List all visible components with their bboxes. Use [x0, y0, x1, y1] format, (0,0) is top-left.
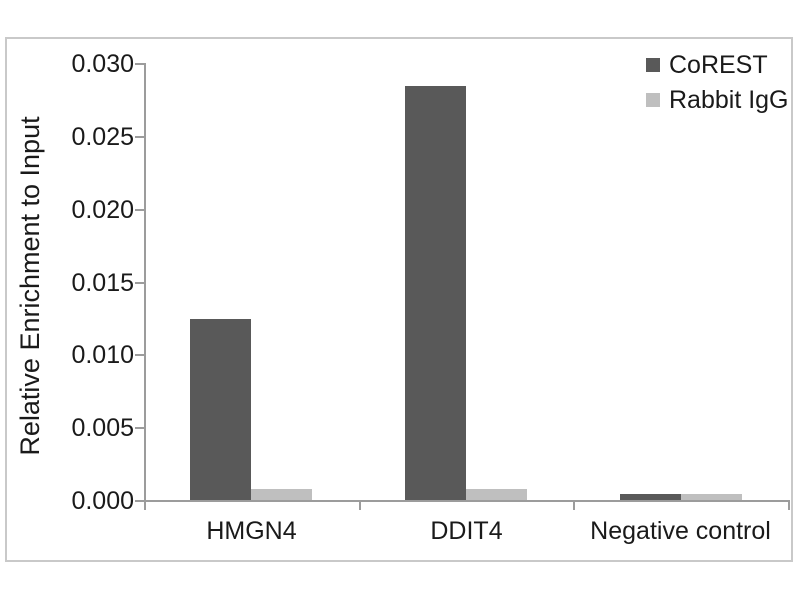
y-tick-mark	[135, 63, 145, 65]
y-axis-title: Relative Enrichment to Input	[15, 116, 45, 456]
x-tick-mark	[788, 502, 790, 510]
y-tick-mark	[135, 427, 145, 429]
y-tick-label: 0.015	[71, 269, 134, 297]
x-tick-mark	[573, 502, 575, 510]
legend-entry-rabbit-igg: Rabbit IgG	[646, 87, 789, 113]
y-tick-label: 0.025	[71, 123, 134, 151]
legend-label: CoREST	[669, 51, 768, 79]
legend-swatch-icon	[646, 58, 660, 72]
bar-corest-hmgn4	[190, 319, 251, 501]
y-tick-label: 0.010	[71, 341, 134, 369]
bar-rabbit-igg-ddit4	[466, 489, 527, 501]
x-category-label: Negative control	[590, 517, 771, 545]
x-tick-mark	[359, 502, 361, 510]
x-tick-mark	[144, 502, 146, 510]
y-tick-label: 0.020	[71, 196, 134, 224]
y-axis-line	[144, 63, 146, 503]
x-axis-line	[144, 500, 790, 502]
y-tick-mark	[135, 354, 145, 356]
x-category-label: DDIT4	[430, 517, 503, 545]
y-tick-mark	[135, 282, 145, 284]
legend-entry-corest: CoREST	[646, 52, 768, 78]
y-tick-mark	[135, 500, 145, 502]
y-tick-mark	[135, 209, 145, 211]
y-tick-label: 0.000	[71, 487, 134, 515]
bar-corest-ddit4	[405, 86, 466, 501]
bar-rabbit-igg-negative-control	[681, 494, 742, 501]
bar-rabbit-igg-hmgn4	[251, 489, 312, 501]
y-tick-label: 0.005	[71, 414, 134, 442]
legend-label: Rabbit IgG	[669, 86, 789, 114]
y-tick-mark	[135, 136, 145, 138]
bar-corest-negative-control	[620, 494, 681, 501]
legend-swatch-icon	[646, 93, 660, 107]
y-tick-label: 0.030	[71, 50, 134, 78]
x-category-label: HMGN4	[206, 517, 297, 545]
chart-border	[5, 37, 793, 562]
